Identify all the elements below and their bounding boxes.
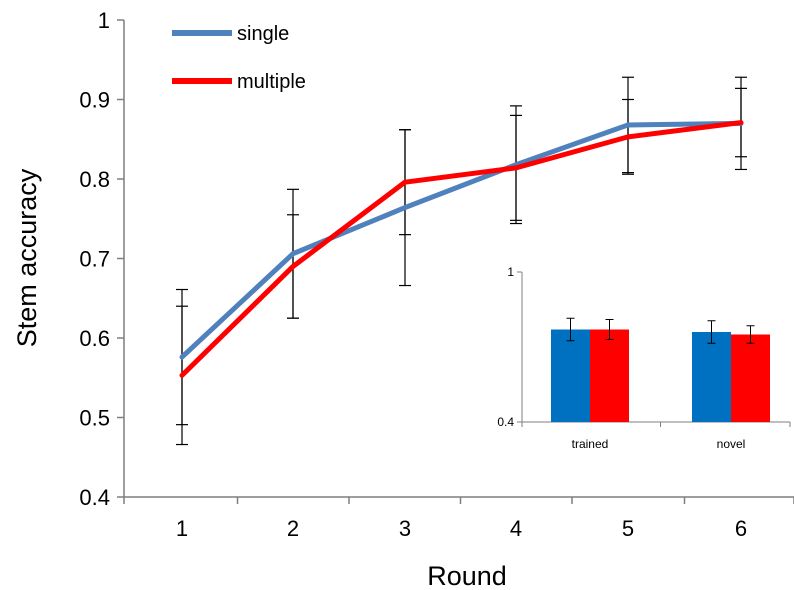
y-tick-label: 0.4 — [79, 485, 110, 510]
y-axis-title: Stem accuracy — [12, 168, 42, 347]
x-tick-label: 6 — [735, 516, 747, 541]
inset-error-bar — [707, 320, 716, 344]
x-tick-label: 2 — [287, 516, 299, 541]
main-axes: 0.4 0.5 0.6 0.7 0.8 0.9 1 1 2 3 4 5 6 — [79, 8, 794, 541]
y-tick-label: 0.5 — [79, 406, 110, 431]
inset-bar — [590, 329, 629, 422]
x-tick-label: 4 — [510, 516, 522, 541]
y-tick-label: 0.9 — [79, 88, 110, 113]
inset-bar — [551, 329, 590, 422]
inset-y-tick-label: 0.4 — [497, 415, 514, 429]
main-series-lines — [179, 120, 744, 378]
x-tick-label: 5 — [622, 516, 634, 541]
y-tick-label: 1 — [98, 8, 110, 33]
x-tick-label: 3 — [399, 516, 411, 541]
inset-error-bar — [566, 317, 575, 342]
inset-error-bar — [746, 325, 755, 344]
inset-error-bar — [605, 319, 614, 340]
inset-bar-chart: 0.4 1 trained novel — [497, 252, 791, 462]
inset-category-label: novel — [717, 437, 746, 451]
legend-label: single — [237, 23, 289, 45]
inset-y-tick-label: 1 — [507, 265, 514, 279]
inset-bar — [731, 334, 770, 422]
y-tick-label: 0.8 — [79, 167, 110, 192]
series-line-single — [179, 120, 744, 360]
inset-category-label: trained — [572, 437, 609, 451]
x-tick-label: 1 — [176, 516, 188, 541]
y-tick-label: 0.7 — [79, 247, 110, 272]
legend-label: multiple — [237, 71, 306, 93]
legend: single multiple — [172, 23, 306, 93]
y-tick-label: 0.6 — [79, 326, 110, 351]
x-axis-title: Round — [427, 561, 507, 590]
series-line-multiple — [179, 120, 744, 378]
inset-bar — [692, 332, 731, 422]
